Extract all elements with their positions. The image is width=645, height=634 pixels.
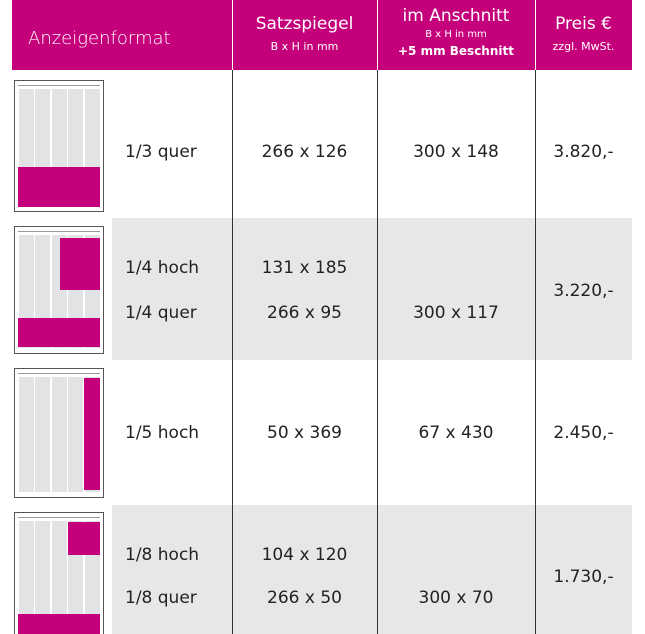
ad-block bbox=[84, 378, 100, 490]
header-title: im Anschnitt bbox=[402, 6, 510, 26]
column-divider bbox=[232, 70, 233, 634]
thumb-column bbox=[51, 521, 67, 634]
ad-block bbox=[18, 167, 100, 207]
header-divider bbox=[232, 0, 233, 70]
thumb-header bbox=[18, 373, 100, 374]
column-divider bbox=[535, 70, 536, 634]
header-bar bbox=[12, 0, 632, 70]
format-label: 1/4 hoch bbox=[125, 258, 200, 278]
format-label: 1/8 hoch bbox=[125, 545, 200, 565]
price: 1.730,- bbox=[553, 566, 614, 587]
satzspiegel: 266 x 95 bbox=[267, 303, 342, 323]
anschnitt: 300 x 70 bbox=[418, 588, 494, 608]
row-band bbox=[112, 218, 632, 360]
anschnitt: 67 x 430 bbox=[418, 423, 494, 443]
header-note: zzgl. MwSt. bbox=[552, 40, 615, 53]
format-label: 1/8 quer bbox=[125, 588, 197, 608]
row-band bbox=[112, 505, 632, 634]
format-label: 1/5 hoch bbox=[125, 423, 200, 443]
price: 3.820,- bbox=[553, 142, 614, 162]
thumb-header bbox=[18, 231, 100, 232]
thumb-header bbox=[18, 517, 100, 518]
satzspiegel: 104 x 120 bbox=[261, 545, 348, 565]
ad-block bbox=[18, 614, 100, 634]
satzspiegel: 50 x 369 bbox=[267, 423, 342, 443]
ad-block bbox=[18, 318, 100, 347]
thumb-header bbox=[18, 85, 100, 86]
thumb-column bbox=[35, 521, 51, 634]
price: 3.220,- bbox=[553, 280, 614, 301]
thumb-column bbox=[51, 377, 67, 492]
header-title: Preis € bbox=[555, 14, 612, 34]
header-unit: B x H in mm bbox=[425, 29, 487, 40]
column-divider bbox=[377, 70, 378, 634]
header-format: Anzeigenformat bbox=[28, 28, 171, 49]
thumb-column bbox=[35, 377, 51, 492]
anschnitt: 300 x 117 bbox=[413, 303, 499, 323]
format-label: 1/4 quer bbox=[125, 303, 197, 323]
price: 2.450,- bbox=[553, 423, 614, 443]
format-label: 1/3 quer bbox=[125, 142, 197, 162]
ad-block bbox=[68, 522, 100, 555]
satzspiegel: 131 x 185 bbox=[261, 258, 348, 278]
thumb-column bbox=[19, 377, 34, 492]
satzspiegel: 266 x 126 bbox=[261, 142, 348, 162]
ad-block bbox=[60, 238, 100, 290]
header-divider bbox=[377, 0, 378, 70]
thumb-column bbox=[19, 521, 34, 634]
header-divider bbox=[535, 0, 536, 70]
anschnitt: 300 x 148 bbox=[413, 142, 499, 162]
satzspiegel: 266 x 50 bbox=[267, 588, 342, 608]
header-unit: B x H in mm bbox=[270, 40, 339, 53]
header-note: +5 mm Beschnitt bbox=[398, 44, 514, 58]
header-title: Satzspiegel bbox=[255, 14, 354, 34]
thumb-column bbox=[68, 377, 84, 492]
